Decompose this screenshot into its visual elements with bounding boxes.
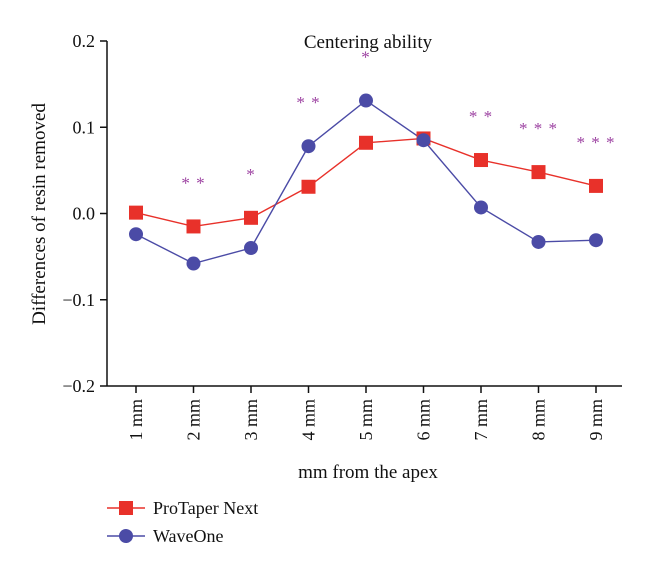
x-tick-label: 7 mm [471, 399, 491, 441]
significance-marker: * [246, 165, 256, 184]
data-point-waveone [301, 139, 316, 154]
significance-marker: * * [296, 93, 320, 112]
data-point-waveone [474, 200, 488, 215]
significance-marker: * * [469, 107, 493, 126]
x-tick-label: 4 mm [299, 399, 319, 441]
data-point-protaper-next [301, 179, 316, 194]
significance-marker: * * * [519, 119, 558, 138]
series-markers [129, 93, 603, 271]
x-tick-label: 9 mm [586, 399, 606, 441]
significance-marker: * [361, 48, 371, 67]
significance-annotations: * * * * * * * * * * * * * * [181, 48, 616, 193]
data-point-waveone [129, 227, 143, 242]
data-point-protaper-next [589, 178, 603, 193]
y-tick-label: 0.1 [73, 117, 96, 137]
significance-marker: * * [181, 173, 205, 192]
data-point-waveone [359, 93, 373, 108]
x-tick-label: 2 mm [184, 399, 204, 441]
data-point-protaper-next [244, 210, 258, 225]
legend: ProTaper Next WaveOne [107, 498, 258, 546]
data-point-protaper-next [129, 205, 143, 220]
x-tick-label: 3 mm [241, 399, 261, 441]
legend-marker-protaper-next [119, 501, 133, 515]
data-point-waveone [589, 233, 603, 248]
x-axis-label: mm from the apex [298, 462, 438, 483]
x-tick-label: 5 mm [356, 399, 376, 441]
legend-label-protaper-next: ProTaper Next [153, 498, 258, 518]
x-tick-label: 1 mm [126, 399, 146, 441]
data-point-waveone [244, 241, 258, 255]
x-tick-label: 8 mm [529, 399, 549, 441]
y-axis-label: Differences of resin removed [29, 103, 50, 325]
data-point-protaper-next [531, 165, 546, 180]
significance-marker: * * * [577, 133, 616, 152]
legend-marker-waveone [119, 529, 133, 543]
data-point-waveone [531, 234, 546, 249]
legend-label-waveone: WaveOne [153, 526, 224, 546]
data-point-waveone [186, 256, 201, 271]
y-tick-label: −0.1 [62, 290, 95, 310]
y-tick-label: 0.2 [73, 31, 96, 51]
x-tick-label: 6 mm [414, 399, 434, 441]
y-tick-label: 0.0 [73, 204, 96, 224]
axes: 0.2 0.1 0.0 −0.1 −0.2 1 mm 2 mm 3 mm 4 mm 5 mm 6 m… [62, 31, 622, 441]
data-point-protaper-next [359, 135, 373, 150]
chart-title: Centering ability [304, 32, 433, 53]
data-point-protaper-next [474, 153, 488, 168]
data-point-waveone [416, 133, 431, 148]
y-tick-label: −0.2 [62, 376, 95, 396]
data-point-protaper-next [186, 219, 201, 234]
